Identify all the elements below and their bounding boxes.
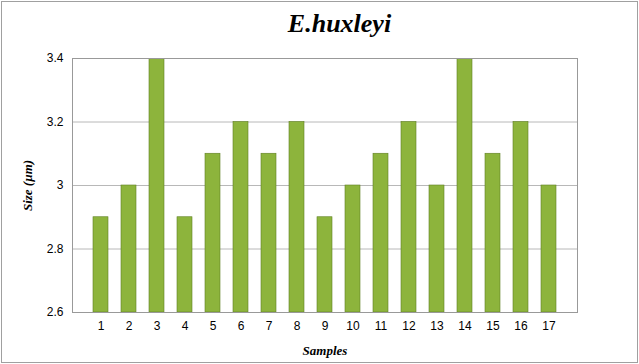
svg-text:3.2: 3.2 bbox=[47, 115, 64, 129]
svg-text:9: 9 bbox=[322, 319, 329, 333]
svg-text:Size (µm): Size (µm) bbox=[20, 160, 35, 211]
svg-text:2.6: 2.6 bbox=[47, 305, 64, 319]
svg-text:2.8: 2.8 bbox=[47, 242, 64, 256]
svg-text:6: 6 bbox=[238, 319, 245, 333]
svg-text:13: 13 bbox=[430, 319, 444, 333]
svg-text:3: 3 bbox=[57, 178, 64, 192]
svg-text:15: 15 bbox=[486, 319, 500, 333]
svg-text:3.4: 3.4 bbox=[47, 51, 64, 65]
svg-text:1: 1 bbox=[98, 319, 105, 333]
svg-text:8: 8 bbox=[294, 319, 301, 333]
html-text:E.huxleyi: E.huxleyi bbox=[287, 9, 392, 38]
svg-text:16: 16 bbox=[514, 319, 528, 333]
svg-text:17: 17 bbox=[542, 319, 556, 333]
svg-text:Samples: Samples bbox=[303, 343, 348, 358]
svg-text:5: 5 bbox=[210, 319, 217, 333]
svg-text:14: 14 bbox=[458, 319, 472, 333]
svg-text:3: 3 bbox=[154, 319, 161, 333]
svg-text:11: 11 bbox=[375, 319, 388, 333]
svg-text:12: 12 bbox=[402, 319, 416, 333]
svg-text:2: 2 bbox=[126, 319, 133, 333]
svg-text:10: 10 bbox=[346, 319, 360, 333]
svg-text:4: 4 bbox=[182, 319, 189, 333]
svg-text:7: 7 bbox=[266, 319, 273, 333]
